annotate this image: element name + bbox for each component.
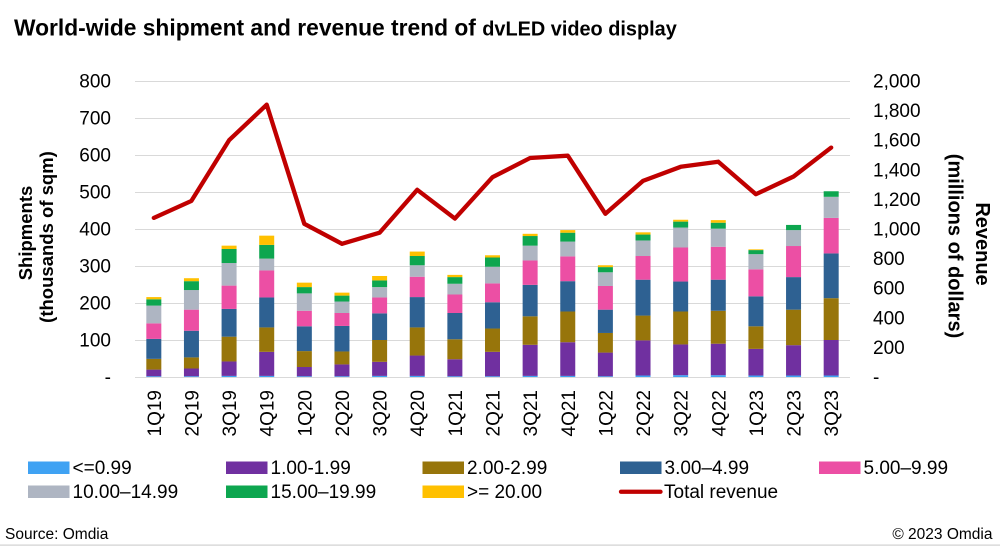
svg-text:2Q21: 2Q21 bbox=[484, 390, 505, 436]
svg-text:4Q20: 4Q20 bbox=[408, 390, 429, 436]
svg-text:700: 700 bbox=[79, 109, 111, 130]
svg-text:200: 200 bbox=[873, 338, 905, 359]
svg-text:(thousands of sqm): (thousands of sqm) bbox=[36, 151, 57, 323]
svg-text:2Q23: 2Q23 bbox=[785, 390, 806, 436]
svg-text:4Q19: 4Q19 bbox=[258, 390, 279, 436]
svg-text:2Q19: 2Q19 bbox=[182, 390, 203, 436]
svg-text:4Q21: 4Q21 bbox=[559, 390, 580, 436]
svg-text:2,000: 2,000 bbox=[873, 72, 921, 93]
svg-text:>= 20.00: >= 20.00 bbox=[467, 482, 542, 503]
svg-text:1,200: 1,200 bbox=[873, 190, 921, 211]
svg-text:600: 600 bbox=[873, 279, 905, 300]
svg-text:800: 800 bbox=[873, 249, 905, 270]
svg-text:10.00–14.99: 10.00–14.99 bbox=[73, 482, 179, 503]
svg-text:1.00-1.99: 1.00-1.99 bbox=[271, 458, 351, 479]
svg-text:15.00–19.99: 15.00–19.99 bbox=[271, 482, 377, 503]
svg-text:3Q20: 3Q20 bbox=[371, 390, 392, 436]
svg-text:1Q20: 1Q20 bbox=[295, 390, 316, 436]
svg-text:2.00-2.99: 2.00-2.99 bbox=[467, 458, 547, 479]
svg-text:400: 400 bbox=[79, 220, 111, 241]
svg-text:1,800: 1,800 bbox=[873, 101, 921, 122]
svg-text:-: - bbox=[105, 368, 111, 389]
svg-text:3Q19: 3Q19 bbox=[220, 390, 241, 436]
svg-text:<=0.99: <=0.99 bbox=[73, 458, 132, 479]
svg-text:© 2023 Omdia: © 2023 Omdia bbox=[892, 526, 993, 543]
svg-text:300: 300 bbox=[79, 257, 111, 278]
svg-text:Shipments: Shipments bbox=[15, 186, 36, 281]
svg-text:3Q22: 3Q22 bbox=[672, 390, 693, 436]
svg-text:Source: Omdia: Source: Omdia bbox=[5, 526, 109, 543]
svg-text:800: 800 bbox=[79, 72, 111, 93]
svg-text:Revenue: Revenue bbox=[971, 202, 993, 285]
svg-text:1Q23: 1Q23 bbox=[747, 390, 768, 436]
svg-text:5.00–9.99: 5.00–9.99 bbox=[864, 458, 949, 479]
svg-text:2Q20: 2Q20 bbox=[333, 390, 354, 436]
svg-text:3Q21: 3Q21 bbox=[521, 390, 542, 436]
svg-text:3Q23: 3Q23 bbox=[822, 390, 843, 436]
svg-text:(millions of dollars): (millions of dollars) bbox=[944, 154, 966, 338]
svg-text:1,600: 1,600 bbox=[873, 131, 921, 152]
svg-text:Total revenue: Total revenue bbox=[664, 482, 778, 503]
svg-text:-: - bbox=[873, 368, 879, 389]
svg-text:1Q19: 1Q19 bbox=[145, 390, 166, 436]
svg-text:4Q22: 4Q22 bbox=[709, 390, 730, 436]
svg-text:1Q22: 1Q22 bbox=[596, 390, 617, 436]
svg-text:200: 200 bbox=[79, 294, 111, 315]
svg-text:2Q22: 2Q22 bbox=[634, 390, 655, 436]
svg-text:600: 600 bbox=[79, 146, 111, 167]
svg-text:1,400: 1,400 bbox=[873, 160, 921, 181]
svg-text:100: 100 bbox=[79, 331, 111, 352]
svg-text:3.00–4.99: 3.00–4.99 bbox=[665, 458, 750, 479]
svg-text:1Q21: 1Q21 bbox=[446, 390, 467, 436]
svg-text:1,000: 1,000 bbox=[873, 220, 921, 241]
svg-text:500: 500 bbox=[79, 183, 111, 204]
svg-text:World-wide shipment and revenu: World-wide shipment and revenue trend of… bbox=[14, 15, 677, 41]
svg-text:400: 400 bbox=[873, 308, 905, 329]
